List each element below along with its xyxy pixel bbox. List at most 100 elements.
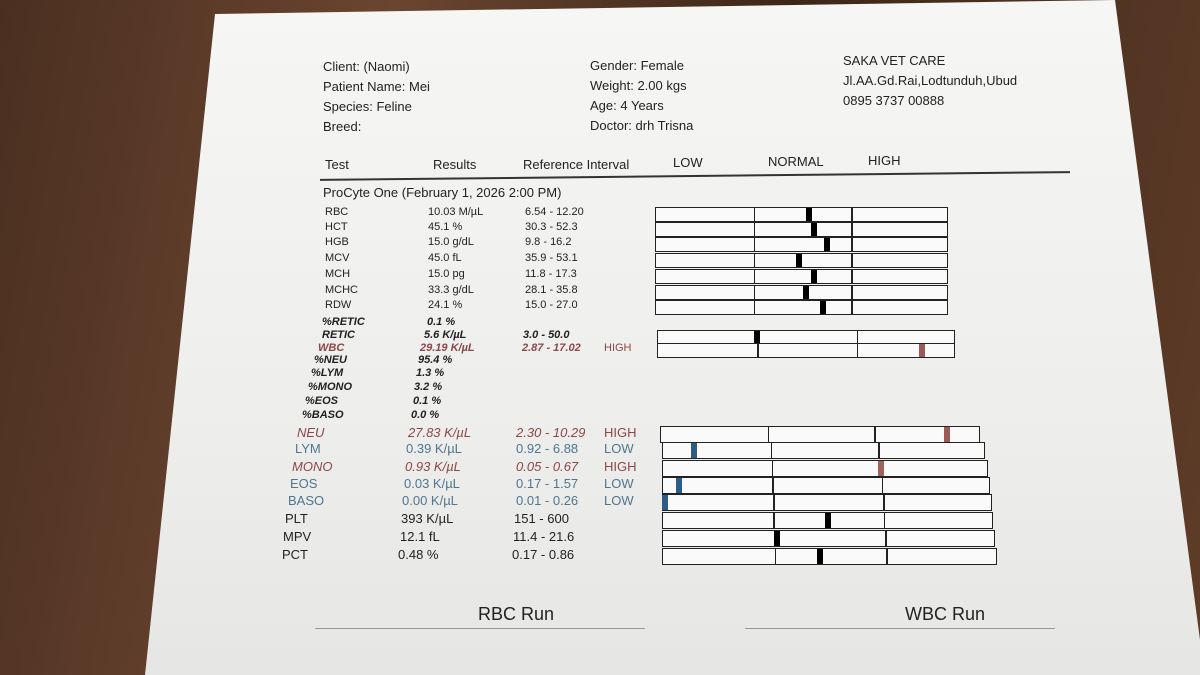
reference: 151 - 600 <box>514 511 569 526</box>
range-divider <box>883 513 886 528</box>
result-marker <box>676 478 682 493</box>
range-divider <box>856 331 859 344</box>
range-divider <box>773 495 775 510</box>
doctor: Doctor: drh Trisna <box>590 118 694 133</box>
reference: 0.17 - 0.86 <box>512 547 575 562</box>
range-bar <box>655 300 948 315</box>
range-bar <box>655 237 948 252</box>
range-divider <box>753 270 756 283</box>
result: 15.0 pg <box>428 268 465 280</box>
range-divider <box>851 301 853 314</box>
range-divider <box>851 238 853 251</box>
result-marker <box>811 223 817 236</box>
result-marker <box>820 301 826 314</box>
reference: 28.1 - 35.8 <box>525 284 578 296</box>
test-name: RETIC <box>322 329 355 341</box>
flag: LOW <box>604 476 634 491</box>
result: 33.3 g/dL <box>428 284 474 296</box>
breed: Breed: <box>323 119 362 134</box>
range-divider <box>886 549 888 564</box>
result: 95.4 % <box>418 354 453 366</box>
range-divider <box>753 301 756 314</box>
test-name: MCV <box>325 252 350 264</box>
range-bar <box>662 460 988 477</box>
test-name: %EOS <box>305 395 339 407</box>
test-name: EOS <box>290 476 318 491</box>
gender: Gender: Female <box>590 58 684 73</box>
address: Jl.AA.Gd.Rai,Lodtunduh,Ubud <box>843 73 1018 88</box>
result: 24.1 % <box>428 299 463 311</box>
result-marker <box>824 238 830 251</box>
flag: LOW <box>604 493 634 508</box>
range-bar <box>655 285 948 300</box>
section-title: ProCyte One (February 1, 2026 2:00 PM) <box>323 185 562 200</box>
footer-rule <box>745 628 1055 629</box>
range-bar <box>660 426 980 443</box>
test-name: MONO <box>292 459 333 474</box>
result-marker <box>811 270 817 283</box>
result-marker <box>878 461 884 476</box>
range-divider <box>851 270 853 283</box>
flag: HIGH <box>604 459 637 474</box>
weight: Weight: 2.00 kgs <box>590 78 687 93</box>
species: Species: Feline <box>323 99 412 114</box>
reference: 2.87 - 17.02 <box>522 342 581 354</box>
patient: Patient Name: Mei <box>323 79 430 94</box>
result: 45.1 % <box>428 221 463 233</box>
range-bar <box>655 207 948 222</box>
test-name: %LYM <box>311 367 344 379</box>
result: 10.03 M/µL <box>428 206 484 218</box>
range-bar <box>662 530 995 547</box>
range-divider <box>774 549 777 564</box>
range-divider <box>878 443 880 458</box>
range-divider <box>767 427 770 442</box>
range-bar <box>655 253 948 268</box>
reference: 2.30 - 10.29 <box>516 425 586 440</box>
flag: HIGH <box>604 342 632 354</box>
test-name: HGB <box>325 236 349 248</box>
result: 1.3 % <box>416 367 445 379</box>
test-name: RBC <box>325 206 349 218</box>
result: 29.19 K/µL <box>420 342 475 354</box>
age: Age: 4 Years <box>590 98 664 113</box>
result: 0.48 % <box>398 547 439 562</box>
range-divider <box>771 461 774 476</box>
result: 3.2 % <box>414 381 443 393</box>
column-header: Results <box>433 157 477 172</box>
test-name: %BASO <box>302 409 344 421</box>
result: 0.1 % <box>427 316 456 328</box>
range-divider <box>757 344 759 357</box>
range-divider <box>770 443 773 458</box>
result-marker <box>662 495 668 510</box>
footer-label: RBC Run <box>478 604 555 624</box>
column-header: NORMAL <box>768 154 824 169</box>
range-bar <box>657 343 955 358</box>
result-marker <box>796 254 802 267</box>
result: 0.03 K/µL <box>404 476 460 491</box>
result-marker <box>754 331 760 344</box>
test-name: MPV <box>283 529 312 544</box>
test-name: %RETIC <box>322 316 365 328</box>
test-name: PLT <box>285 511 308 526</box>
range-bar <box>662 548 997 565</box>
reference: 0.01 - 0.26 <box>516 493 579 508</box>
column-header: Reference Interval <box>523 157 630 172</box>
range-divider <box>851 208 853 221</box>
range-divider <box>874 427 876 442</box>
reference: 30.3 - 52.3 <box>525 221 578 233</box>
reference: 0.05 - 0.67 <box>516 459 579 474</box>
reference: 0.92 - 6.88 <box>516 441 579 456</box>
range-divider <box>753 208 756 221</box>
range-bar <box>662 477 990 494</box>
range-divider <box>851 223 853 236</box>
reference: 11.4 - 21.6 <box>513 529 575 544</box>
range-divider <box>851 254 853 267</box>
footer-label: WBC Run <box>905 604 986 624</box>
test-name: NEU <box>297 425 325 440</box>
range-divider <box>753 286 756 299</box>
range-divider <box>885 531 887 546</box>
result-marker <box>691 443 697 458</box>
test-name: %NEU <box>314 354 348 366</box>
result: 5.6 K/µL <box>424 329 467 341</box>
